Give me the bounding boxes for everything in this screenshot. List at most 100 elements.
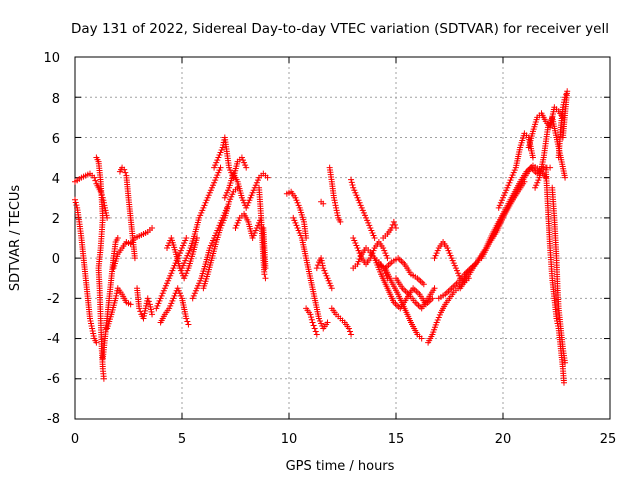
data-point (360, 209, 367, 216)
data-point (184, 252, 191, 259)
data-point (351, 237, 358, 244)
data-point (238, 194, 245, 201)
data-point (170, 265, 177, 272)
data-point (220, 217, 227, 224)
data-point (294, 199, 301, 206)
data-point (242, 162, 249, 169)
data-point (216, 152, 223, 159)
data-point (183, 255, 190, 262)
data-point (246, 197, 253, 204)
data-point (229, 191, 236, 198)
data-point (371, 235, 378, 241)
data-point (113, 290, 120, 297)
data-point (216, 167, 223, 174)
data-point (191, 290, 198, 297)
data-point (88, 322, 95, 329)
data-point (559, 134, 566, 141)
data-point (203, 197, 210, 204)
data-point (350, 235, 357, 241)
data-point (449, 257, 456, 264)
data-point (181, 260, 188, 267)
data-point (190, 292, 197, 299)
data-point (185, 250, 192, 257)
data-point (351, 187, 358, 194)
data-point (208, 184, 215, 191)
data-point (294, 224, 301, 231)
y-tick-label: -6 (47, 372, 60, 387)
x-tick-label: 15 (388, 432, 405, 447)
data-point (200, 204, 207, 211)
data-point (433, 319, 440, 326)
x-tick-label: 10 (281, 432, 298, 447)
data-point (169, 297, 176, 304)
data-point (170, 295, 177, 302)
data-point (309, 319, 316, 326)
data-point (121, 166, 128, 173)
data-point (310, 322, 317, 329)
data-point (508, 174, 515, 181)
data-point (320, 200, 327, 207)
data-point (311, 325, 318, 332)
data-point (560, 379, 567, 386)
data-point (247, 194, 254, 201)
data-point (213, 174, 220, 181)
data-point (498, 197, 505, 204)
data-point (214, 157, 221, 164)
data-point (197, 277, 204, 284)
data-point (92, 177, 99, 184)
data-point (142, 305, 149, 312)
data-point (165, 242, 172, 249)
data-point (431, 255, 438, 262)
data-point (181, 240, 188, 247)
data-point (317, 317, 324, 324)
data-point (332, 202, 339, 209)
data-point (155, 300, 162, 307)
data-point (131, 255, 138, 262)
data-point (218, 147, 225, 154)
data-point (248, 192, 255, 199)
y-tick-label: 6 (52, 132, 60, 147)
data-point (176, 250, 183, 257)
data-point (433, 250, 440, 257)
y-tick-label: -4 (47, 332, 60, 347)
data-point (436, 311, 443, 318)
data-point (140, 315, 147, 322)
data-point (501, 192, 508, 199)
data-point (432, 252, 439, 259)
data-point (232, 224, 239, 231)
data-point (318, 257, 325, 264)
data-point (297, 232, 304, 239)
data-point (353, 242, 360, 249)
data-point (184, 267, 191, 274)
data-point (201, 202, 208, 209)
data-point (149, 311, 156, 318)
data-point (168, 270, 175, 277)
data-point (199, 207, 206, 214)
data-point (361, 212, 368, 219)
data-point (445, 247, 452, 254)
x-tick-labels: 0 5 10 15 20 25 (71, 432, 616, 447)
data-point (211, 179, 218, 186)
data-point (354, 245, 361, 252)
data-point (253, 224, 260, 231)
data-point (72, 196, 78, 203)
data-point (291, 217, 298, 224)
data-point (183, 235, 190, 241)
data-point (384, 255, 391, 262)
data-point (497, 199, 504, 206)
data-point (418, 335, 425, 342)
data-point (162, 282, 169, 289)
data-point (182, 237, 189, 244)
data-point (369, 229, 376, 236)
data-point (332, 199, 339, 206)
data-point (496, 202, 503, 209)
data-point (204, 194, 211, 201)
data-point (228, 193, 235, 200)
data-point (217, 149, 224, 156)
data-point (245, 199, 252, 206)
data-point (453, 267, 460, 274)
data-point (451, 262, 458, 269)
data-point (318, 320, 325, 327)
data-point (447, 252, 454, 259)
data-point (250, 187, 257, 194)
